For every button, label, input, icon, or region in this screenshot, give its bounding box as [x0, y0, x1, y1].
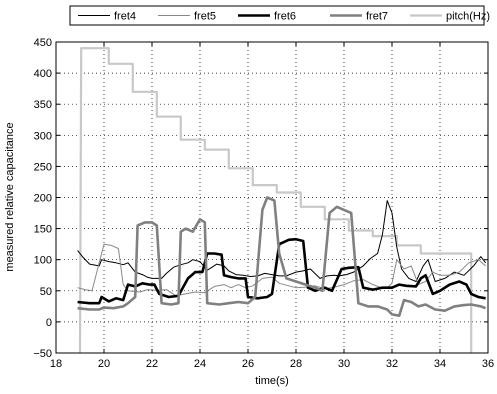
x-tick-label: 30 [338, 358, 350, 370]
ticks: 18 20 22 24 26 28 30 32 34 36 −50 0 50 100 150 200 250 30… [33, 37, 494, 370]
legend-label: fret6 [274, 11, 296, 23]
y-tick-label: 50 [40, 286, 52, 298]
y-tick-label: 150 [34, 224, 52, 236]
x-tick-label: 18 [50, 358, 62, 370]
y-tick-label: −50 [33, 348, 52, 360]
y-tick-label: 100 [34, 255, 52, 267]
x-tick-label: 34 [434, 358, 446, 370]
x-tick-label: 26 [242, 358, 254, 370]
legend-label: fret4 [114, 11, 136, 23]
x-tick-label: 22 [146, 358, 158, 370]
legend-label: fret5 [194, 11, 216, 23]
series-line-fret7 [77, 196, 487, 317]
legend-label: pitch(Hz) [446, 11, 490, 23]
legend-box [69, 5, 485, 26]
x-tick-label: 24 [194, 358, 206, 370]
x-tick-label: 36 [482, 358, 494, 370]
legend-label: fret7 [366, 11, 388, 23]
y-tick-label: 450 [34, 37, 52, 49]
x-axis-label: time(s) [255, 375, 289, 387]
y-tick-label: 350 [34, 99, 52, 111]
series-line-fret5 [77, 243, 486, 297]
x-tick-label: 28 [290, 358, 302, 370]
y-tick-label: 200 [34, 193, 52, 205]
y-tick-label: 400 [34, 68, 52, 80]
series-line-pitch-hz [78, 47, 473, 353]
series-line-fret4 [77, 200, 486, 282]
series-group [77, 47, 487, 353]
x-tick-label: 32 [386, 358, 398, 370]
y-tick-label: 300 [34, 130, 52, 142]
y-axis-label: measured relative capacitance [4, 122, 16, 271]
x-tick-label: 20 [98, 358, 110, 370]
legend: fret4 fret5 fret6 fret7 pitch(Hz) [69, 5, 490, 26]
y-tick-label: 0 [46, 317, 52, 329]
y-tick-label: 250 [34, 161, 52, 173]
series-line-fret6 [77, 237, 486, 305]
